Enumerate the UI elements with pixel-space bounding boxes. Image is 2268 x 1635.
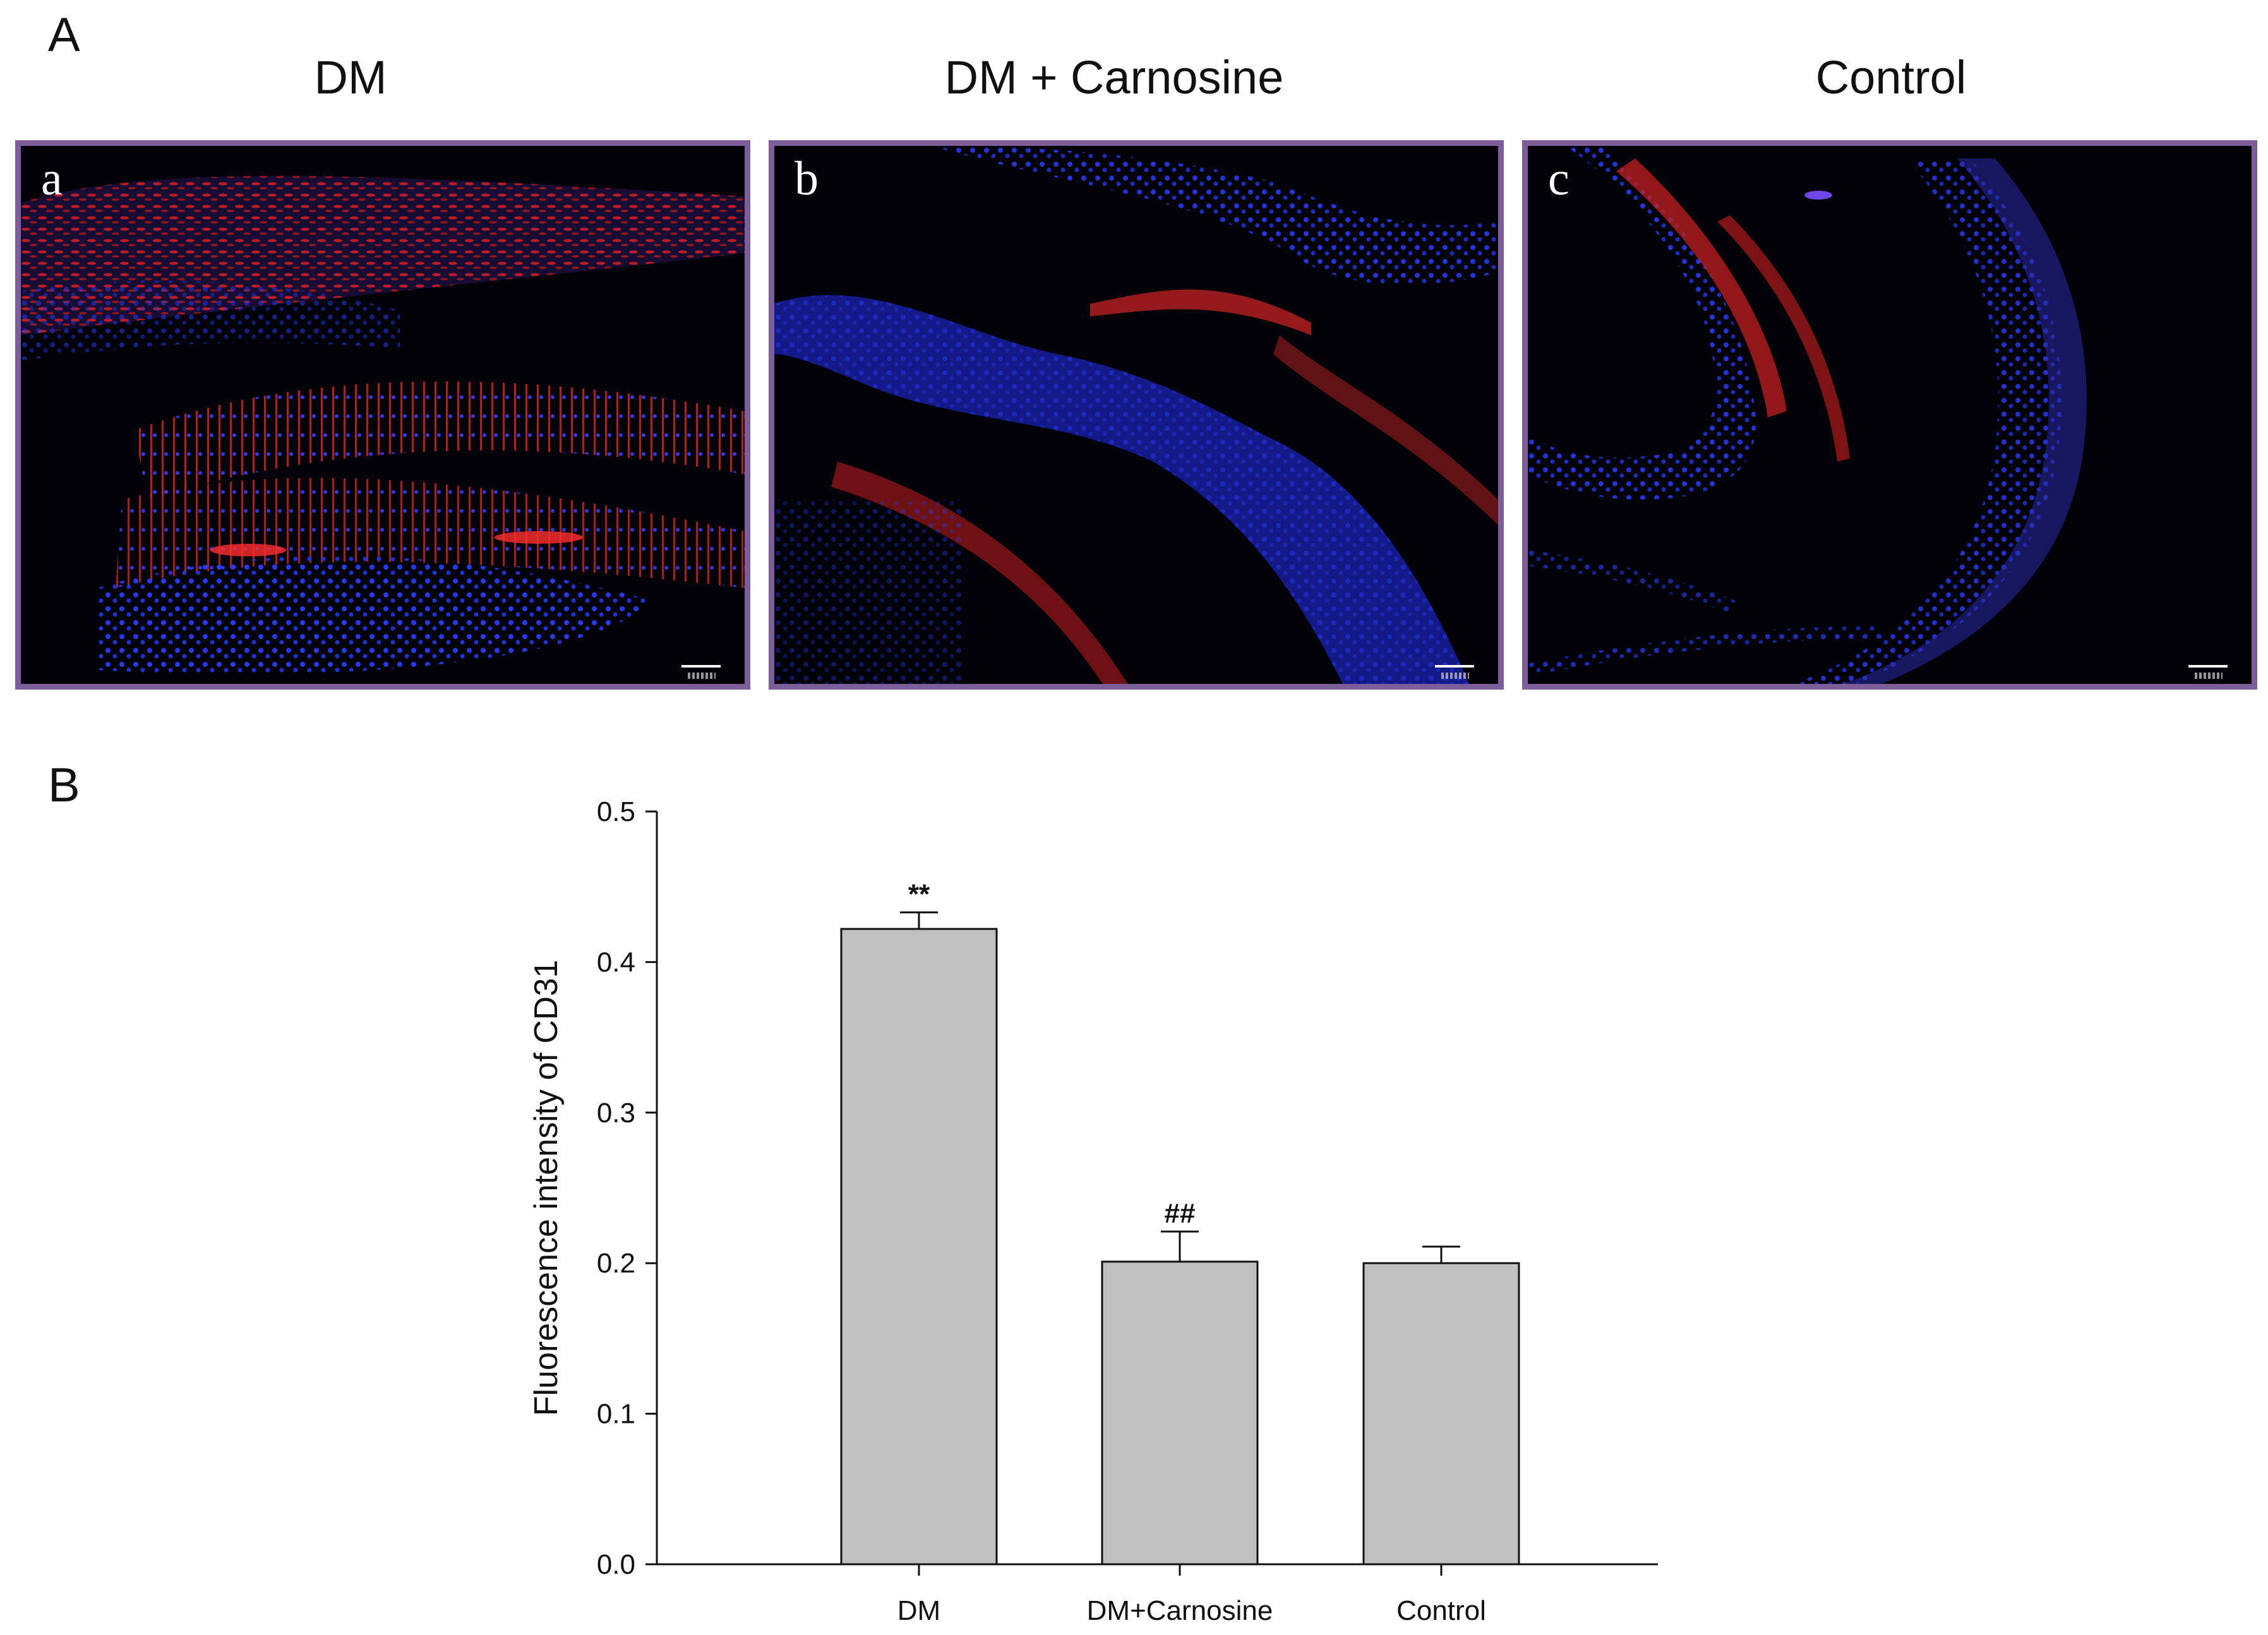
micrograph-control-image bbox=[1528, 146, 2087, 684]
x-tick-label: Control bbox=[1396, 1595, 1486, 1626]
panel-title-dm: DM bbox=[314, 51, 387, 104]
y-tick-label: 0.1 bbox=[597, 1399, 635, 1430]
panel-a-letter: A bbox=[48, 8, 80, 62]
panel-title-dm-carnosine: DM + Carnosine bbox=[944, 51, 1284, 104]
scale-bar bbox=[681, 665, 721, 668]
significance-marker: ** bbox=[908, 879, 930, 910]
bar bbox=[1362, 1262, 1520, 1566]
micrograph-dm-carnosine-image bbox=[774, 146, 1498, 684]
panel-b-letter: B bbox=[48, 758, 80, 812]
scale-bar bbox=[2188, 665, 2228, 668]
y-tick-label: 0.0 bbox=[597, 1549, 635, 1580]
y-tick-label: 0.3 bbox=[597, 1098, 635, 1129]
scale-bar-label bbox=[1441, 673, 1469, 679]
x-tick-label: DM bbox=[897, 1595, 940, 1626]
micrograph-label-b: b bbox=[795, 152, 819, 205]
x-tick-label: DM+Carnosine bbox=[1087, 1595, 1273, 1626]
y-axis-label: Fluorescence intensity of CD31 bbox=[528, 960, 565, 1416]
micrograph-label-c: c bbox=[1548, 152, 1569, 205]
micrograph-dm: a bbox=[15, 140, 750, 690]
y-tick-label: 0.5 bbox=[597, 796, 635, 827]
micrograph-dm-image bbox=[21, 176, 745, 674]
scale-bar-label bbox=[688, 673, 716, 679]
panel-title-control: Control bbox=[1815, 51, 1967, 104]
y-tick-label: 0.4 bbox=[597, 947, 635, 978]
bar bbox=[840, 928, 998, 1566]
scale-bar bbox=[1435, 665, 1474, 668]
micrograph-label-a: a bbox=[41, 152, 63, 205]
y-tick-label: 0.2 bbox=[597, 1248, 635, 1279]
bar bbox=[1101, 1261, 1259, 1566]
scale-bar-label bbox=[2195, 673, 2223, 679]
micrograph-control: c bbox=[1522, 140, 2257, 690]
significance-marker: ## bbox=[1165, 1198, 1196, 1229]
micrograph-dm-carnosine: b bbox=[769, 140, 1504, 690]
